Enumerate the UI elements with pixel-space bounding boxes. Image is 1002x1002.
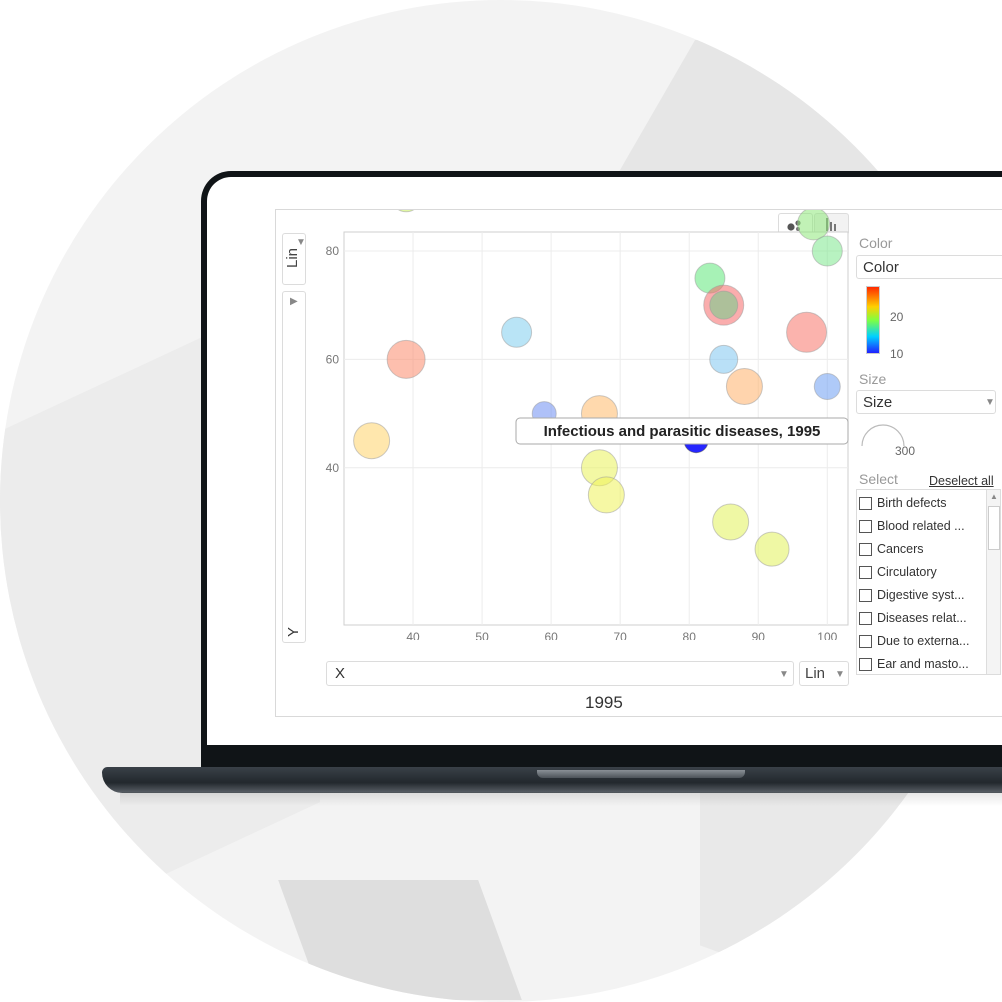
data-bubble[interactable] xyxy=(786,311,828,353)
laptop-shadow xyxy=(120,792,1002,806)
bubble-chart[interactable]: 40 50 60 70 80 90 100 40 60 80 Infectious and par… xyxy=(276,210,1002,640)
chevron-down-icon: ▼ xyxy=(296,237,306,248)
checkbox[interactable] xyxy=(859,497,872,510)
year-label: 1995 xyxy=(585,693,623,712)
select-item[interactable]: Diseases relat... xyxy=(857,607,997,630)
data-bubble[interactable] xyxy=(725,367,763,405)
data-bubble[interactable] xyxy=(386,339,426,379)
y-tick-label: 40 xyxy=(326,461,340,475)
data-bubble[interactable] xyxy=(712,503,750,541)
select-item[interactable]: Ear and masto... xyxy=(857,653,997,674)
laptop-screen: Lin ▼ ▶ Y 40 50 60 70 80 90 100 40 60 80 Infectio… xyxy=(207,177,1002,745)
chevron-down-icon: ▼ xyxy=(985,397,995,408)
scroll-up-icon[interactable]: ▲ xyxy=(990,492,998,501)
select-item[interactable]: Birth defects xyxy=(857,492,997,515)
tooltip-box xyxy=(515,417,849,445)
y-tick-label: 80 xyxy=(326,244,340,258)
x-tick-label: 70 xyxy=(613,630,627,640)
select-item[interactable]: Digestive syst... xyxy=(857,584,997,607)
checkbox[interactable] xyxy=(859,612,872,625)
x-tick-label: 50 xyxy=(475,630,489,640)
chevron-down-icon: ▼ xyxy=(835,669,845,680)
color-scale-label-10: 10 xyxy=(890,347,904,361)
select-item[interactable]: Due to externa... xyxy=(857,630,997,653)
tooltip-text: Infectious and parasitic diseases, 1995 xyxy=(544,423,821,440)
motion-chart-widget: Lin ▼ ▶ Y 40 50 60 70 80 90 100 40 60 80 Infectio… xyxy=(275,209,1002,717)
select-item-label: Digestive syst... xyxy=(877,588,965,602)
laptop-hinge-notch xyxy=(537,770,745,778)
checkbox[interactable] xyxy=(859,566,872,579)
x-tick-label: 80 xyxy=(683,630,697,640)
x-tick-label: 60 xyxy=(544,630,558,640)
data-bubble[interactable] xyxy=(796,210,830,241)
select-list[interactable]: Birth defects Blood related ... Cancers Cir… xyxy=(856,489,1001,675)
select-item[interactable]: Blood related ... xyxy=(857,515,997,538)
data-bubble[interactable] xyxy=(811,235,843,267)
checkbox[interactable] xyxy=(859,589,872,602)
color-select-value: Color xyxy=(863,259,899,276)
data-bubble[interactable] xyxy=(587,476,625,514)
size-heading: Size xyxy=(859,371,887,387)
checkbox[interactable] xyxy=(859,543,872,556)
select-item-label: Birth defects xyxy=(877,496,947,510)
size-select-value: Size xyxy=(863,394,893,411)
size-select[interactable]: Size ▼ xyxy=(856,390,996,414)
y-scale-select[interactable]: Lin ▼ xyxy=(282,233,306,285)
checkbox[interactable] xyxy=(859,635,872,648)
select-heading: Select xyxy=(859,471,898,487)
color-heading: Color xyxy=(859,235,893,251)
color-scale-label-20: 20 xyxy=(890,310,904,324)
checkbox[interactable] xyxy=(859,520,872,533)
data-bubble[interactable] xyxy=(813,372,841,400)
select-item-label: Ear and masto... xyxy=(877,657,969,671)
data-bubble[interactable] xyxy=(709,290,739,320)
data-bubble[interactable] xyxy=(709,344,739,374)
color-select[interactable]: Color xyxy=(856,255,1002,279)
select-item-label: Due to externa... xyxy=(877,634,970,648)
y-axis-select[interactable]: ▶ Y xyxy=(282,291,306,643)
deselect-all-link[interactable]: Deselect all xyxy=(929,474,994,488)
select-item-label: Cancers xyxy=(877,542,924,556)
select-item[interactable]: Circulatory xyxy=(857,561,997,584)
color-scale-bar xyxy=(866,286,880,354)
data-bubble[interactable] xyxy=(501,316,533,348)
y-tick-label: 60 xyxy=(326,352,340,366)
x-tick-label: 100 xyxy=(817,630,837,640)
chevron-right-icon: ▶ xyxy=(290,296,298,307)
select-item-label: Circulatory xyxy=(877,565,937,579)
x-tick-label: 40 xyxy=(406,630,420,640)
bg-facet xyxy=(278,880,522,1000)
data-bubble[interactable] xyxy=(391,210,421,213)
size-value: 300 xyxy=(895,444,916,458)
select-item[interactable]: Cancers xyxy=(857,538,997,561)
checkbox[interactable] xyxy=(859,658,872,671)
select-item-label: Blood related ... xyxy=(877,519,965,533)
data-bubble[interactable] xyxy=(353,422,391,460)
data-bubble[interactable] xyxy=(754,531,790,567)
x-axis-select[interactable]: X ▼ xyxy=(326,661,794,686)
select-item-label: Diseases relat... xyxy=(877,611,967,625)
x-axis-label: X xyxy=(335,665,346,682)
size-scale-arc xyxy=(861,424,905,447)
scrollbar-thumb[interactable] xyxy=(988,506,1000,550)
scrollbar[interactable]: ▲ xyxy=(986,490,1000,674)
x-scale-label: Lin xyxy=(805,665,826,682)
x-scale-select[interactable]: Lin ▼ xyxy=(799,661,849,686)
x-tick-label: 90 xyxy=(752,630,766,640)
chevron-down-icon: ▼ xyxy=(779,669,789,680)
